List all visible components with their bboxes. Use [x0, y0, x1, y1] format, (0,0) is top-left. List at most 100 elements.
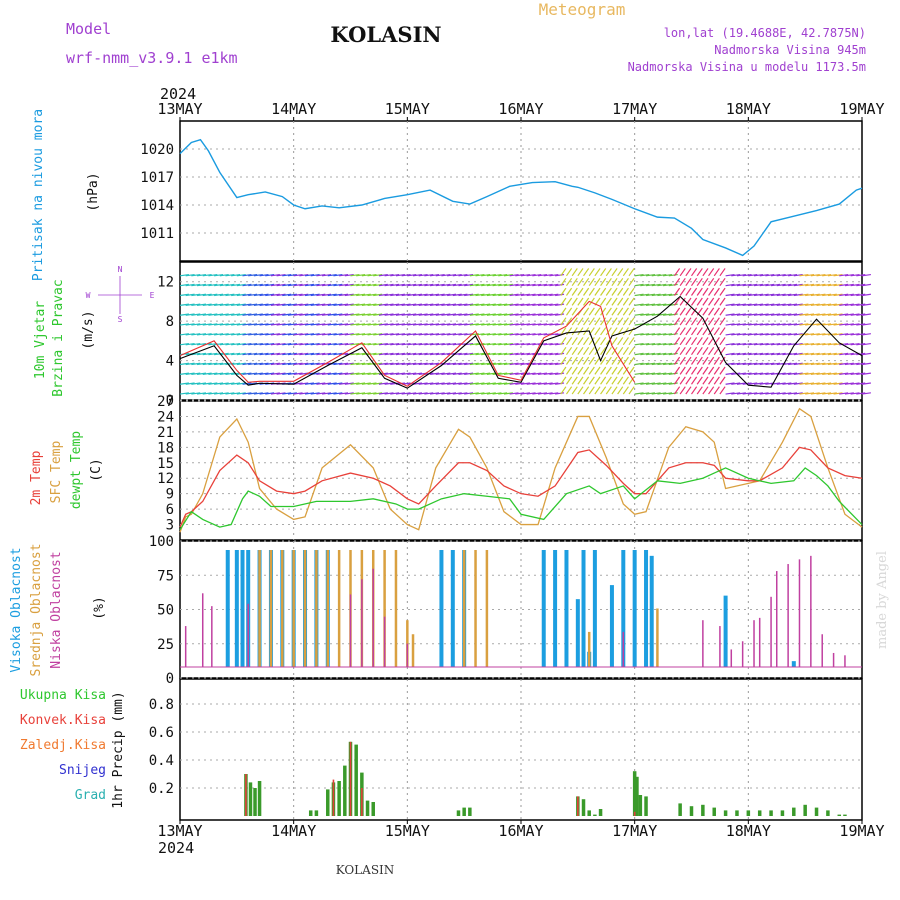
wind-barb [321, 333, 332, 336]
wind-barb [600, 277, 607, 287]
wind-barb [196, 372, 207, 375]
wind-barb [657, 352, 667, 356]
wind-barb [231, 273, 241, 277]
wind-barb [685, 337, 692, 346]
wind-barb [725, 303, 735, 306]
wind-barb [805, 283, 815, 287]
wind-barb [310, 392, 320, 395]
wind-barb [304, 352, 315, 356]
wind-barb [344, 293, 354, 297]
wind-barb [179, 313, 189, 316]
precip-total-bar [780, 810, 785, 816]
wind-barb [242, 333, 252, 336]
wind-barb [560, 356, 567, 365]
wind-barb [304, 313, 315, 316]
wind-barb [793, 323, 803, 326]
wind-barb [447, 303, 457, 306]
wind-barb [861, 333, 871, 336]
wind-barb [270, 352, 280, 356]
wind-barb [844, 382, 854, 385]
wind-barb [219, 323, 229, 326]
wind-barb [253, 303, 263, 306]
wind-barb [378, 352, 388, 356]
wind-barb [361, 392, 371, 395]
precip-total-bar [593, 814, 597, 816]
wind-barb [657, 372, 667, 375]
y-tick-label: 9 [166, 487, 174, 503]
wind-barb [696, 277, 703, 287]
wind-barb [452, 392, 462, 395]
wind-barb [498, 283, 508, 287]
wind-barb [339, 303, 349, 306]
wind-barb [713, 297, 720, 306]
wind-barb [333, 382, 343, 385]
mid-cloud-bar [656, 608, 659, 667]
high-cloud-bar [592, 550, 597, 667]
wind-barb [748, 342, 758, 346]
wind-barb [788, 273, 798, 277]
wind-barb [549, 372, 559, 375]
wind-barb [577, 337, 584, 346]
wind-barb [265, 342, 275, 346]
wind-barb [731, 293, 741, 297]
wind-barb [225, 283, 235, 287]
wind-barb [316, 333, 326, 336]
wind-barb [299, 323, 309, 326]
wind-barb [571, 366, 578, 375]
wind-barb [702, 366, 709, 375]
wind-barb [696, 356, 703, 365]
wind-barb [367, 392, 377, 395]
wind-barb [793, 313, 803, 316]
day-label-bottom: 18MAY [726, 822, 771, 840]
wind-barb [390, 293, 400, 297]
wind-barb [628, 268, 635, 277]
wind-barb [509, 392, 519, 395]
wind-barb [861, 372, 871, 375]
wind-barb [776, 323, 786, 326]
wind-barb [219, 342, 229, 346]
wind-barb [622, 386, 629, 395]
wind-barb [822, 372, 832, 375]
wind-barb [765, 342, 775, 346]
wind-barb [435, 283, 445, 287]
wind-barb [367, 273, 377, 277]
wind-barb [350, 323, 360, 326]
wind-barb [418, 323, 428, 326]
wind-barb [839, 313, 849, 316]
wind-barb [236, 273, 246, 277]
high-cloud-bar [644, 550, 649, 667]
wind-barb [367, 313, 377, 316]
wind-barb [407, 313, 417, 316]
wind-barb [696, 376, 703, 385]
wind-barb [555, 323, 565, 326]
wind-barb [242, 372, 252, 375]
wind-barb [259, 342, 269, 346]
wind-barb [526, 303, 536, 306]
wind-barb [839, 323, 849, 326]
wind-barb [447, 362, 457, 366]
wind-barb [350, 273, 360, 277]
wind-barb [339, 293, 349, 297]
wind-barb [486, 382, 496, 385]
wind-barb [401, 313, 411, 316]
wind-barb [793, 382, 803, 385]
wind-barb [401, 273, 411, 277]
wind-barb [253, 372, 263, 375]
wind-barb [333, 283, 343, 287]
wind-barb [833, 323, 843, 326]
wind-barb [469, 323, 479, 326]
wind-barb [185, 303, 195, 306]
wind-barb [565, 337, 573, 346]
wind-barb [526, 313, 536, 316]
wind-barb [464, 323, 474, 326]
wind-barb [537, 293, 548, 297]
wind-barb [225, 382, 235, 385]
wind-barb [645, 273, 656, 277]
wind-barb [429, 362, 440, 366]
wind-barb [282, 333, 292, 336]
wind-barb [543, 372, 553, 375]
mid-cloud-bar [587, 631, 591, 667]
wind-barb [839, 283, 849, 287]
wind-barb [407, 392, 417, 395]
wind-barb [231, 323, 241, 326]
